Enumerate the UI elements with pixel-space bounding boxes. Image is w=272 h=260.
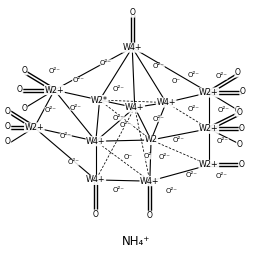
Text: O: O (235, 68, 241, 77)
Text: O²⁻: O²⁻ (159, 154, 171, 160)
Text: O²⁻: O²⁻ (185, 172, 197, 178)
Text: W2+: W2+ (45, 86, 64, 95)
Text: O: O (17, 85, 23, 94)
Text: W4+: W4+ (140, 177, 160, 186)
Text: O⁻: O⁻ (124, 154, 133, 160)
Text: O: O (235, 106, 241, 115)
Text: O: O (237, 140, 242, 149)
Text: W2+: W2+ (199, 88, 219, 97)
Text: W2+: W2+ (24, 123, 44, 132)
Text: O²⁻: O²⁻ (45, 107, 57, 113)
Text: O: O (147, 211, 153, 220)
Text: W2+: W2+ (199, 124, 219, 133)
Text: O²⁻: O²⁻ (67, 159, 79, 165)
Text: O²⁻: O²⁻ (120, 122, 132, 128)
Text: O²⁻: O²⁻ (60, 133, 72, 139)
Text: W4+: W4+ (86, 176, 106, 184)
Text: O²⁻: O²⁻ (188, 106, 200, 112)
Text: O: O (240, 87, 246, 96)
Text: O²⁻: O²⁻ (112, 187, 124, 193)
Text: O²⁻: O²⁻ (112, 86, 124, 92)
Text: O: O (129, 8, 135, 17)
Text: O²⁻: O²⁻ (112, 114, 124, 121)
Text: O⁻: O⁻ (172, 78, 181, 84)
Text: O²⁻: O²⁻ (100, 60, 112, 66)
Text: O: O (5, 107, 11, 116)
Text: W4+: W4+ (156, 98, 176, 107)
Text: O²⁻: O²⁻ (70, 105, 82, 110)
Text: O²⁻: O²⁻ (218, 107, 230, 113)
Text: O²⁻: O²⁻ (72, 77, 84, 83)
Text: W4+: W4+ (86, 137, 106, 146)
Text: O²⁻: O²⁻ (188, 72, 200, 78)
Text: O: O (21, 104, 27, 113)
Text: O²⁻: O²⁻ (153, 63, 165, 69)
Text: O: O (21, 66, 27, 75)
Text: O²⁻: O²⁻ (165, 188, 177, 194)
Text: O: O (5, 122, 11, 131)
Text: W4+: W4+ (125, 103, 144, 112)
Text: W2+: W2+ (199, 160, 219, 170)
Text: O²⁻: O²⁻ (48, 68, 60, 74)
Text: O: O (93, 210, 99, 219)
Text: O²⁻: O²⁻ (215, 173, 227, 179)
Text: O: O (239, 124, 245, 133)
Text: O: O (239, 160, 244, 170)
Text: O²: O² (143, 153, 152, 159)
Text: O: O (237, 108, 242, 116)
Text: O²⁻: O²⁻ (215, 73, 227, 79)
Text: W2: W2 (144, 135, 157, 145)
Text: W4+: W4+ (122, 43, 142, 52)
Text: W2*: W2* (91, 95, 108, 105)
Text: O: O (5, 138, 11, 146)
Text: O²⁻: O²⁻ (153, 116, 165, 122)
Text: NH₄⁺: NH₄⁺ (122, 235, 150, 248)
Text: O²⁻: O²⁻ (217, 138, 229, 144)
Text: O²⁻: O²⁻ (173, 137, 185, 143)
